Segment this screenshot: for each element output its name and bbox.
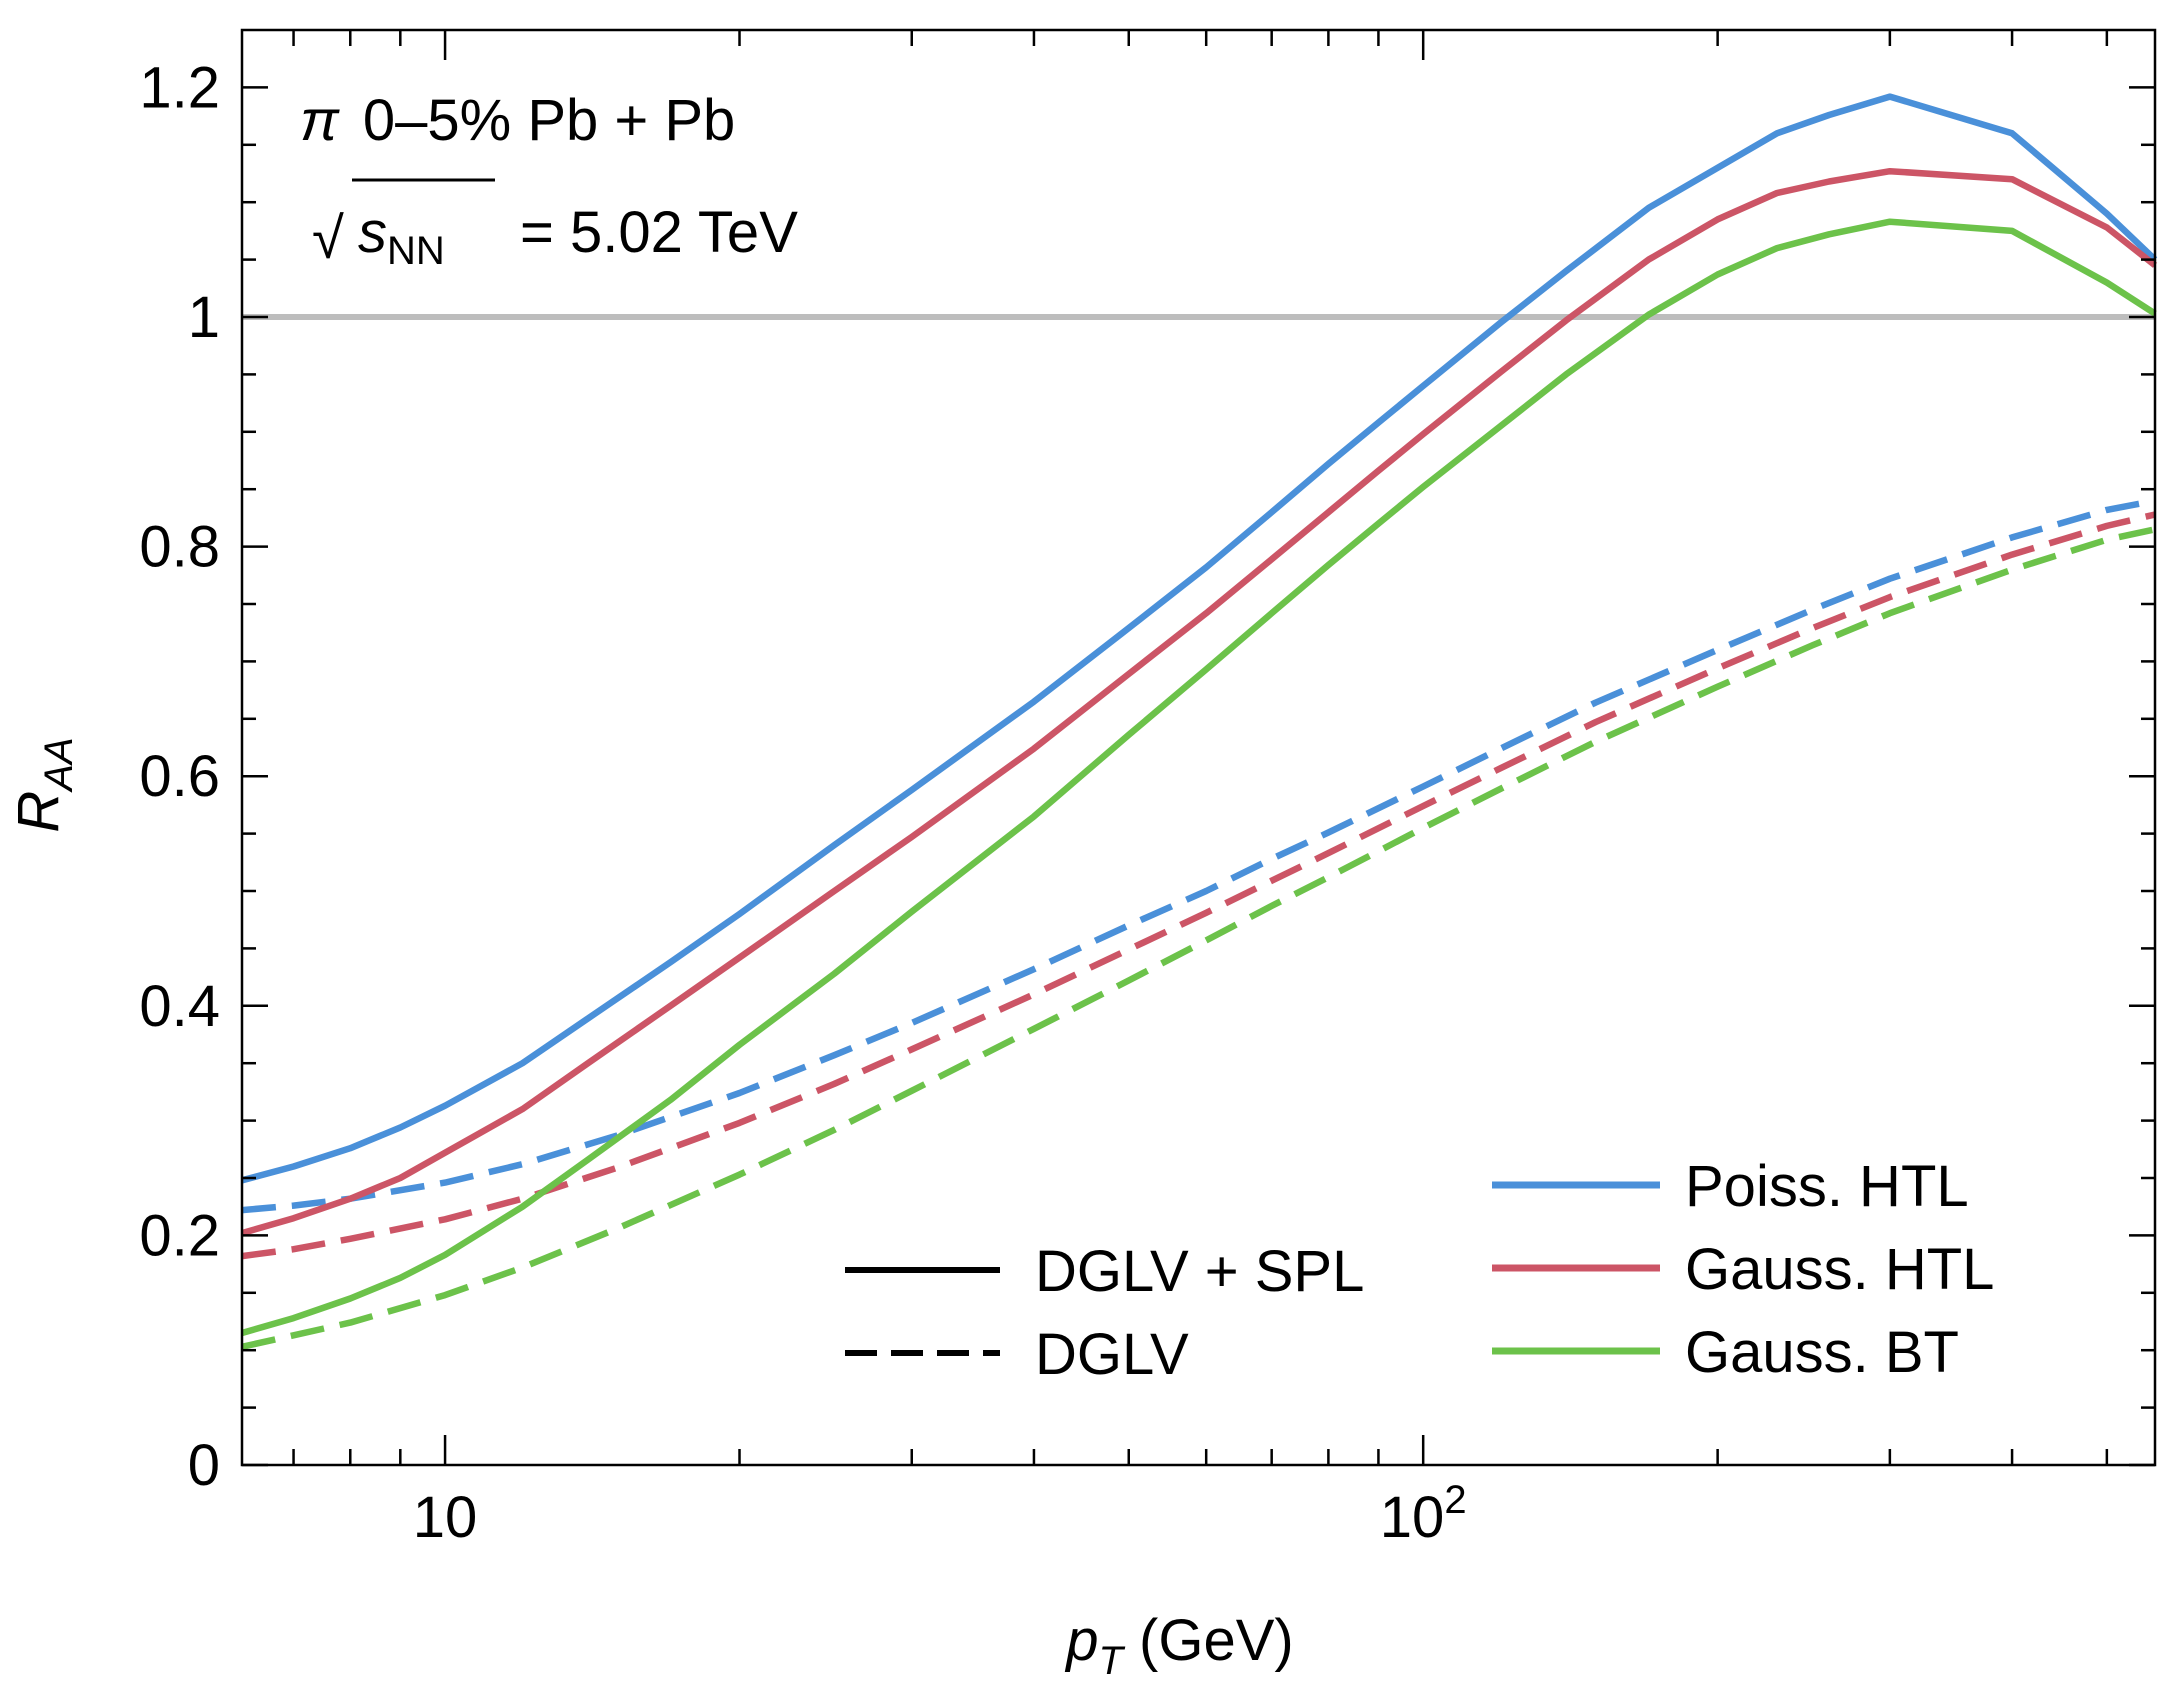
series-line (241, 167, 2158, 1237)
legend-gauss-bt-label: Gauss. BT (1685, 1320, 1959, 1385)
y-axis: 0 0.2 0.4 0.6 0.8 1 1.2 (139, 55, 2155, 1498)
legend-poiss-htl-label: Poiss. HTL (1685, 1154, 1969, 1219)
legend-gauss-htl-label: Gauss. HTL (1685, 1237, 1994, 1302)
plot-frame (240, 28, 2157, 1467)
series-line (241, 497, 2156, 1214)
x-axis-title: pT (GeV) (1064, 1608, 1294, 1683)
annotation-system: π 0–5% Pb + Pb (300, 88, 735, 153)
legend-dashed-label: DGLV (1035, 1322, 1189, 1387)
y-tick-label: 0.2 (139, 1203, 220, 1268)
sqrt-symbol: √ (312, 206, 344, 271)
y-axis-title: RAA (6, 737, 81, 832)
y-tick-label: 0.8 (139, 515, 220, 580)
legend-solid-label: DGLV + SPL (1035, 1239, 1364, 1304)
x-axis: 10 102 (292, 30, 2109, 1550)
species-label: π (300, 88, 340, 153)
y-tick-label: 1 (188, 285, 220, 350)
series-group (241, 93, 2158, 1350)
style-legend: DGLV + SPL DGLV (845, 1239, 1364, 1387)
centrality-label: 0–5% Pb + Pb (363, 88, 735, 153)
color-legend: Poiss. HTL Gauss. HTL Gauss. BT (1492, 1154, 1994, 1385)
annotation-energy: √ sNN = 5.02 TeV (312, 178, 798, 273)
y-tick-label: 0 (188, 1433, 220, 1498)
x-tick-label: 10 (413, 1485, 478, 1550)
x-tick-label: 102 (1380, 1478, 1467, 1550)
y-tick-label: 0.6 (139, 744, 220, 809)
series-line (241, 526, 2156, 1350)
y-tick-label: 1.2 (139, 55, 220, 120)
y-tick-label: 0.4 (139, 974, 220, 1039)
series-line (241, 93, 2158, 1184)
series-line (241, 511, 2156, 1260)
series-line (241, 218, 2157, 1337)
energy-value: = 5.02 TeV (520, 200, 798, 265)
energy-variable: sNN (358, 200, 445, 273)
